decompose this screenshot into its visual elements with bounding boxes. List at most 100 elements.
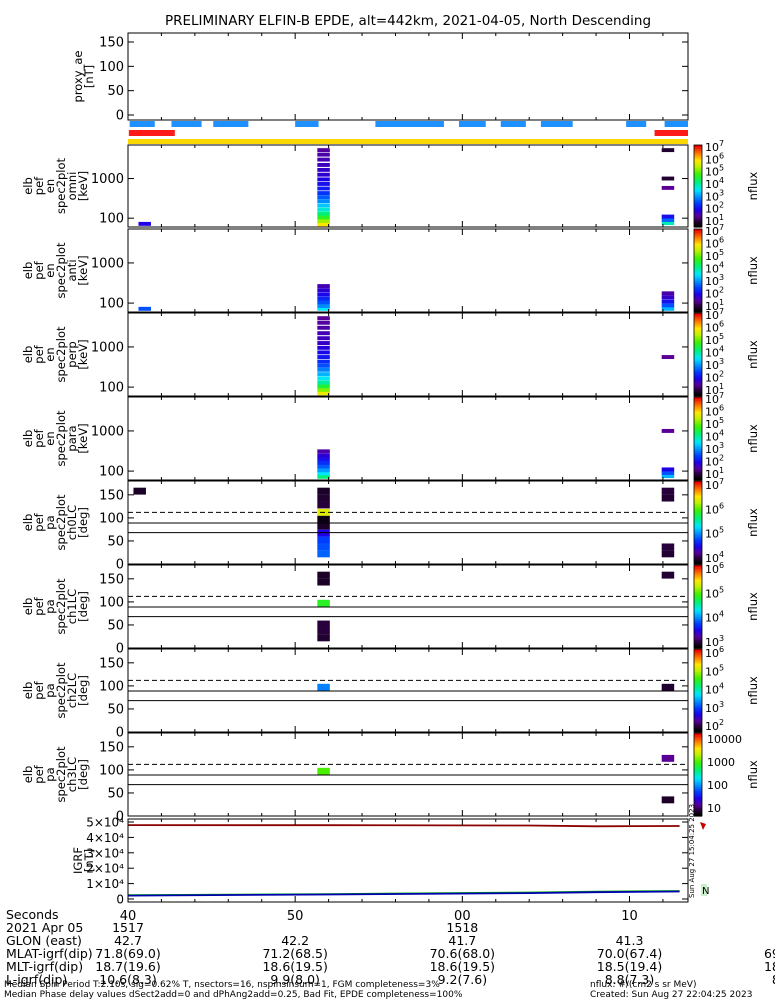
colorbar-cell [694,446,702,450]
heatmap-cell [661,221,675,226]
y-axis-label-line: [keV] [76,339,90,369]
colorbar-cell [694,579,702,583]
y-tick-label: 100 [99,465,124,480]
colorbar-cell [694,442,702,446]
panel-frame [127,396,689,481]
colorbar-tick-label: 10 [705,275,719,288]
colorbar-cell [694,616,702,620]
colorbar-cell [694,803,702,807]
heatmap-cell [317,620,330,628]
colorbar-cell [694,497,702,501]
colorbar-tick-exponent: 2 [719,370,724,379]
colorbar-cell [694,220,702,224]
heatmap-cell [317,284,330,289]
colorbar-cell [694,409,702,413]
colorbar-cell [694,507,702,511]
colorbar-cell [694,258,702,261]
coverage-bar-segment [540,121,573,127]
colorbar-cell [694,387,702,391]
y-tick-label: 0 [116,109,124,124]
colorbar-cell [694,545,702,548]
colorbar-tick-label: 10 [705,665,719,678]
heatmap-cell [661,303,675,308]
colorbar-tick-label: 10 [705,552,719,565]
heatmap-cell [317,350,330,355]
y-axis-label-line: elb [21,766,35,784]
y-axis-label-line: para [65,425,79,451]
colorbar-cell [694,255,702,259]
heatmap-cell [317,449,330,454]
colorbar-cell [694,383,702,387]
colorbar-tick-exponent: 4 [719,345,724,354]
colorbar-cell [694,381,702,385]
colorbar-cell [694,537,702,540]
colorbar-tick-label: 10 [705,418,719,431]
colorbar-cell [694,573,702,576]
colorbar-cell [694,733,702,736]
colorbar-cell [694,547,702,551]
colorbar-tick-label: 10 [705,166,719,179]
heatmap-cell [661,543,675,551]
colorbar-cell [694,774,702,778]
colorbar-tick-exponent: 1 [719,382,724,391]
colorbar-cell [694,553,702,557]
colorbar-frame [693,144,703,228]
colorbar-cell [694,465,702,469]
heatmap-cell [661,185,675,190]
colorbar-tick-exponent: 4 [719,550,724,559]
colorbar-cell [694,520,702,524]
y-tick-label: 100 [99,60,124,75]
colorbar-cell [694,405,702,408]
colorbar-tick-label: 100 [707,779,728,792]
colorbar-cell [694,430,702,433]
colorbar-cell [694,600,702,603]
colorbar-tick-label: 10 [707,802,721,815]
colorbar-cell [694,301,702,305]
colorbar-cell [694,782,702,786]
colorbar-cell [694,811,702,815]
colorbar-tick-exponent: 6 [719,501,724,510]
colorbar-cell [694,539,702,542]
x-tick-label: 00 [454,909,471,924]
heatmap-cell [317,306,330,311]
colorbar-cell [694,243,702,247]
colorbar-cell [694,707,702,710]
colorbar-tick-exponent: 3 [719,273,724,282]
colorbar-cell [694,233,702,236]
colorbar-tick-label: 10 [705,215,719,228]
colorbar-cell [694,375,702,378]
colorbar-cell [694,165,702,169]
y-axis-label-line: en [43,431,57,445]
colorbar-cell [694,565,702,568]
heatmap-cell [317,355,330,360]
panel-proxy_ae: 150 100 50 0 proxy_ae[nT] [71,32,689,124]
colorbar-cell [694,709,702,712]
colorbar-cell [694,481,702,484]
colorbar-cell [694,577,702,581]
colorbar-cell [694,700,702,704]
colorbar-tick-exponent: 4 [719,176,724,185]
colorbar-cell [694,483,702,486]
heatmap-cell [661,148,675,153]
colorbar-tick-label: 10 [705,203,719,216]
colorbar-cell [694,270,702,274]
colorbar-cell [694,366,702,370]
colorbar-cell [694,440,702,444]
ephemeris-value: 69.5(66.9) [764,946,775,961]
heatmap-cell [317,331,330,336]
y-axis-label-line: [deg] [76,591,90,622]
colorbar-frame [693,480,703,565]
colorbar-cell [694,399,702,402]
colorbar-cell [694,346,702,349]
colorbar-tick-exponent: 2 [719,201,724,210]
colorbar-cell [694,671,702,675]
y-axis-label-line: [keV] [76,255,90,285]
colorbar-tick-label: 10 [705,612,719,625]
colorbar-tick-label: 10 [705,263,719,276]
colorbar-tick-exponent: 7 [719,307,724,316]
y-tick-label: 150 [99,572,124,587]
